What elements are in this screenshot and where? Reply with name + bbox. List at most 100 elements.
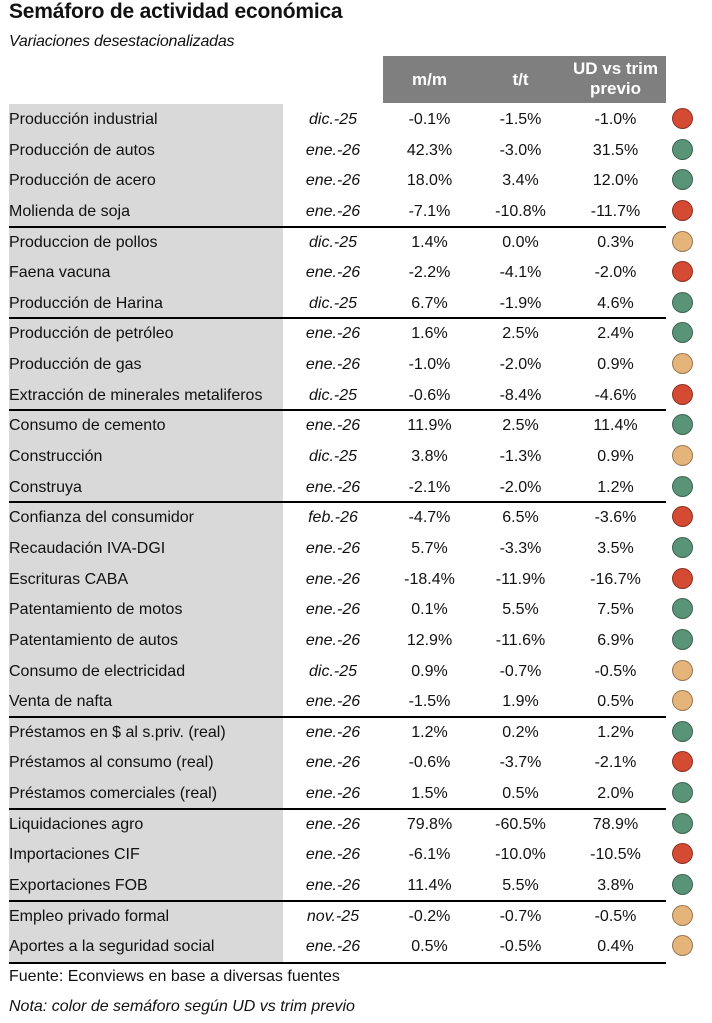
value-ud: 1.2% bbox=[597, 723, 634, 741]
indicator-date: ene.-26 bbox=[305, 877, 361, 894]
table-row: Construcción dic.-25 3.8% -1.3% 0.9% bbox=[0, 441, 712, 472]
traffic-light-green bbox=[672, 598, 693, 620]
indicator-name: Producción de petróleo bbox=[9, 325, 174, 343]
table-row: Préstamos comerciales (real) ene.-26 1.5% 0… bbox=[0, 778, 712, 809]
indicator-name: Venta de nafta bbox=[9, 693, 113, 711]
value-ud: -2.1% bbox=[594, 754, 637, 772]
value-mm: 12.9% bbox=[406, 631, 453, 649]
indicator-date: ene.-26 bbox=[305, 754, 361, 772]
indicator-date: dic.-25 bbox=[308, 233, 358, 251]
value-mm: 79.8% bbox=[406, 815, 453, 833]
page-subtitle: Variaciones desestacionalizadas bbox=[9, 33, 235, 50]
value-mm: -1.0% bbox=[408, 356, 451, 374]
table-row: Venta de nafta ene.-26 -1.5% 1.9% 0.5% bbox=[0, 686, 712, 717]
traffic-light-red bbox=[672, 751, 693, 773]
group-separator bbox=[9, 807, 666, 810]
traffic-light-green bbox=[672, 322, 693, 344]
table-row: Faena vacuna ene.-26 -2.2% -4.1% -2.0% bbox=[0, 257, 712, 288]
indicator-date: ene.-26 bbox=[305, 785, 361, 803]
value-ud: 0.4% bbox=[597, 938, 634, 956]
table-row: Escrituras CABA ene.-26 -18.4% -11.9% -16.7% bbox=[0, 564, 712, 595]
header-ud-line2: previo bbox=[589, 79, 642, 98]
traffic-light-green bbox=[672, 782, 693, 804]
value-tt: -0.5% bbox=[499, 938, 542, 956]
value-mm: -0.2% bbox=[408, 907, 451, 925]
header-tt: t/t bbox=[512, 70, 529, 89]
table-row: Empleo privado formal nov.-25 -0.2% -0.7% -0… bbox=[0, 901, 712, 932]
value-ud: 4.6% bbox=[597, 294, 634, 312]
table-row: Consumo de electricidad dic.-25 0.9% -0.7% -… bbox=[0, 656, 712, 687]
value-mm: -0.6% bbox=[408, 754, 451, 772]
value-ud: 3.8% bbox=[597, 877, 634, 894]
value-mm: -2.1% bbox=[408, 478, 451, 496]
indicator-name: Importaciones CIF bbox=[9, 846, 140, 864]
value-tt: 0.2% bbox=[502, 723, 539, 741]
table-header: m/m t/t UD vs trim previo bbox=[383, 56, 666, 103]
header-ud-line1: UD vs trim bbox=[572, 59, 659, 78]
indicator-date: ene.-26 bbox=[305, 601, 361, 619]
traffic-light-green bbox=[672, 169, 693, 191]
source-note: Fuente: Econviews en base a diversas fue… bbox=[9, 968, 340, 985]
table-row: Confianza del consumidor feb.-26 -4.7% 6.5%… bbox=[0, 502, 712, 533]
value-ud: 0.9% bbox=[597, 356, 634, 374]
value-tt: -1.5% bbox=[499, 111, 542, 128]
header-ud: UD vs trim previo bbox=[565, 59, 666, 99]
indicator-date: ene.-26 bbox=[305, 478, 361, 496]
value-tt: -2.0% bbox=[499, 356, 542, 374]
value-tt: -0.7% bbox=[499, 662, 542, 680]
value-tt: 0.5% bbox=[502, 785, 539, 803]
value-tt: -0.7% bbox=[499, 907, 542, 925]
value-mm: 1.6% bbox=[411, 325, 448, 343]
value-tt: -3.0% bbox=[499, 141, 542, 159]
traffic-light-green bbox=[672, 291, 693, 313]
traffic-light-yellow bbox=[672, 659, 693, 681]
value-mm: 0.5% bbox=[411, 938, 448, 956]
indicator-name-column-bg bbox=[9, 104, 283, 962]
table-row: Construya ene.-26 -2.1% -2.0% 1.2% bbox=[0, 472, 712, 503]
value-ud: 11.4% bbox=[593, 417, 638, 435]
value-tt: -11.9% bbox=[495, 570, 546, 588]
traffic-light-yellow bbox=[672, 445, 693, 467]
value-ud: -11.7% bbox=[590, 202, 641, 220]
value-ud: -3.6% bbox=[594, 509, 637, 527]
indicator-name: Produccion de pollos bbox=[9, 233, 158, 251]
traffic-light-green bbox=[672, 536, 693, 558]
value-tt: 2.5% bbox=[502, 417, 539, 435]
value-tt: 1.9% bbox=[502, 693, 539, 711]
indicator-name: Construya bbox=[9, 478, 82, 496]
table-row: Consumo de cemento ene.-26 11.9% 2.5% 11.4% bbox=[0, 410, 712, 441]
indicator-date: dic.-25 bbox=[308, 448, 358, 466]
indicator-name: Consumo de electricidad bbox=[9, 662, 186, 680]
value-ud: 0.3% bbox=[597, 233, 634, 251]
indicator-date: ene.-26 bbox=[305, 570, 361, 588]
value-ud: 31.5% bbox=[592, 141, 639, 159]
table-bottom-line bbox=[9, 962, 666, 964]
table-row: Patentamiento de motos ene.-26 0.1% 5.5% 7.5… bbox=[0, 594, 712, 625]
indicator-name: Préstamos comerciales (real) bbox=[9, 785, 218, 803]
value-ud: 0.9% bbox=[597, 448, 634, 466]
value-ud: -4.6% bbox=[594, 386, 637, 404]
value-mm: -0.6% bbox=[408, 386, 451, 404]
value-tt: -8.4% bbox=[499, 386, 542, 404]
indicator-name: Molienda de soja bbox=[9, 202, 130, 220]
indicator-name: Producción de autos bbox=[9, 141, 155, 159]
value-ud: 3.5% bbox=[597, 539, 634, 557]
group-separator bbox=[9, 715, 666, 718]
value-tt: 3.4% bbox=[502, 172, 539, 190]
traffic-light-red bbox=[672, 108, 693, 129]
table-row: Producción de petróleo ene.-26 1.6% 2.5% 2.4… bbox=[0, 318, 712, 349]
value-mm: 0.1% bbox=[411, 601, 448, 619]
traffic-light-green bbox=[672, 812, 693, 834]
value-mm: 5.7% bbox=[411, 539, 448, 557]
indicator-date: ene.-26 bbox=[305, 693, 361, 711]
group-separator bbox=[9, 409, 666, 412]
indicator-name: Extracción de minerales metaliferos bbox=[9, 386, 263, 404]
value-ud: 6.9% bbox=[597, 631, 634, 649]
traffic-light-yellow bbox=[672, 690, 693, 712]
indicator-name: Patentamiento de motos bbox=[9, 601, 183, 619]
indicator-date: ene.-26 bbox=[305, 417, 361, 435]
table-row: Producción de Harina dic.-25 6.7% -1.9% 4.6% bbox=[0, 288, 712, 319]
value-mm: -0.1% bbox=[408, 111, 451, 128]
traffic-light-red bbox=[672, 567, 693, 589]
indicator-date: ene.-26 bbox=[305, 846, 361, 864]
